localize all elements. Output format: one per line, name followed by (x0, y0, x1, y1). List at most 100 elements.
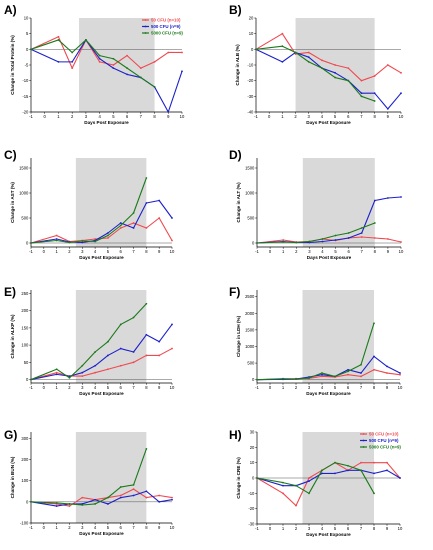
data-point (347, 373, 349, 376)
x-tick-label: 4 (321, 249, 324, 254)
x-tick-label: 2 (68, 525, 71, 530)
data-point (321, 59, 323, 62)
x-tick-label: -1 (254, 114, 258, 119)
legend-label: 5000 CFU (n=9) (369, 445, 401, 450)
data-point (112, 64, 115, 66)
y-tick-label: 100 (21, 478, 29, 483)
data-point (373, 237, 376, 239)
data-point (171, 496, 173, 499)
data-point (281, 60, 284, 63)
data-point (81, 364, 84, 367)
x-tick-label: 8 (373, 526, 376, 531)
data-point (30, 48, 32, 51)
data-point (399, 372, 401, 374)
data-point (387, 197, 389, 199)
panel-label: A) (4, 3, 17, 17)
x-tick-label: 9 (158, 385, 161, 390)
data-point (307, 60, 310, 63)
x-tick-label: 6 (126, 114, 129, 119)
x-tick-label: 8 (145, 385, 148, 390)
x-axis-label: Days Post Exposure (307, 255, 352, 260)
legend-label: 5000 CFU (n=9) (151, 31, 183, 36)
x-tick-label: 3 (308, 114, 311, 119)
x-tick-label: 2 (68, 249, 71, 254)
x-tick-label: -1 (29, 385, 33, 390)
y-tick-label: -30 (247, 94, 254, 99)
x-tick-label: 6 (120, 385, 123, 390)
data-point (347, 232, 350, 234)
data-point (321, 67, 323, 70)
x-tick-label: 6 (347, 526, 350, 531)
y-tick-label: 0 (26, 377, 29, 382)
data-point (30, 378, 32, 381)
data-point (386, 64, 389, 66)
x-tick-label: 5 (334, 526, 337, 531)
x-axis-label: Days Post Exposure (306, 532, 351, 537)
data-point (94, 503, 96, 505)
x-tick-label: -1 (255, 385, 259, 390)
data-point (107, 503, 109, 505)
data-point (98, 54, 101, 57)
data-point (321, 240, 324, 243)
x-tick-label: -1 (29, 249, 33, 254)
y-tick-label: 10 (249, 31, 254, 36)
data-point (158, 500, 161, 503)
chart-panel-g: G) -1 0 1 2 3 4 5 6 7 8 9 10 300 200 100 0 -100 Days Post … (4, 428, 175, 536)
x-tick-label: 5 (107, 525, 110, 530)
data-point (145, 490, 148, 493)
data-point (132, 494, 135, 497)
data-point (308, 477, 310, 479)
x-axis-label: Days Post Exposure (79, 255, 124, 260)
x-tick-label: 7 (132, 249, 135, 254)
data-point (399, 477, 401, 479)
x-tick-label: 9 (386, 385, 389, 390)
x-tick-label: 6 (120, 525, 123, 530)
x-tick-label: 6 (347, 249, 350, 254)
x-tick-label: 7 (360, 526, 363, 531)
y-tick-label: 100 (21, 343, 29, 348)
y-tick-label: 500 (21, 216, 29, 221)
data-point (55, 505, 58, 507)
x-tick-label: 9 (158, 525, 161, 530)
data-point (167, 51, 170, 54)
panel-label: D) (229, 148, 242, 162)
x-tick-label: 10 (398, 385, 403, 390)
y-tick-label: 1500 (245, 327, 255, 332)
legend-label: 500 CFU (n=9) (369, 438, 399, 443)
data-point (132, 484, 135, 486)
data-point (321, 238, 324, 240)
data-point (321, 469, 323, 472)
y-axis-label: Change in CRE (%) (236, 457, 241, 499)
y-tick-label: -100 (20, 521, 29, 526)
x-tick-label: 4 (321, 526, 324, 531)
data-point (386, 461, 388, 464)
data-point (119, 224, 122, 227)
data-point (373, 355, 375, 358)
x-tick-label: 10 (399, 249, 404, 254)
data-point (126, 73, 128, 76)
x-tick-label: 8 (153, 114, 156, 119)
y-tick-label: 0 (26, 499, 29, 504)
data-point (132, 227, 135, 229)
data-point (360, 461, 362, 464)
data-point (386, 372, 388, 374)
y-tick-label: -10 (248, 491, 255, 496)
data-point (55, 373, 58, 376)
data-point (132, 212, 135, 214)
x-tick-label: 10 (399, 114, 404, 119)
x-tick-label: 1 (57, 114, 60, 119)
data-point (126, 54, 128, 57)
panel-label: B) (229, 3, 242, 17)
y-tick-label: 200 (21, 308, 29, 313)
data-point (334, 64, 336, 66)
x-tick-label: 8 (374, 249, 377, 254)
x-tick-label: 2 (71, 114, 74, 119)
shaded-region (75, 158, 147, 247)
data-point (295, 504, 297, 507)
x-tick-label: 0 (268, 114, 271, 119)
x-tick-label: 5 (334, 385, 337, 390)
x-tick-label: 1 (282, 526, 285, 531)
data-point (145, 354, 148, 357)
